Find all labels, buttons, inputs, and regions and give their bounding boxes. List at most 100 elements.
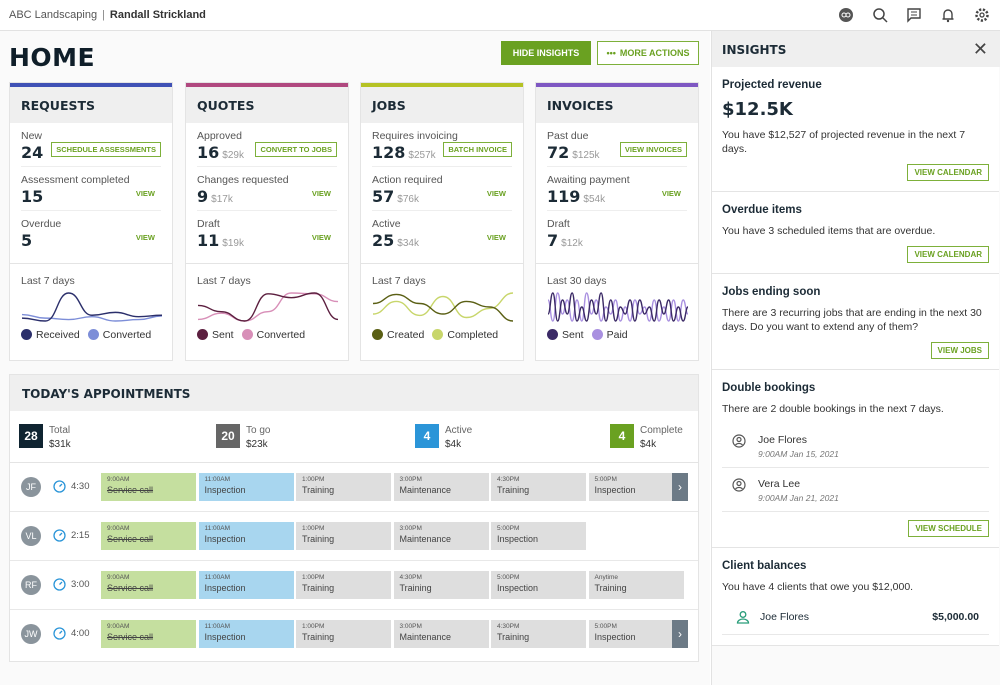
visit-block[interactable]: 3:00PM Maintenance <box>393 620 489 648</box>
stat-action-button[interactable]: VIEW <box>135 189 155 198</box>
sparkline-sent <box>547 292 689 322</box>
summary-amount: $4k <box>445 439 462 450</box>
legend-dot <box>87 329 99 340</box>
stat-action-button[interactable]: BATCH INVOICE <box>443 142 512 157</box>
visit-block[interactable]: 1:00PM Training <box>296 522 391 550</box>
card-color-bar <box>10 83 172 87</box>
view-calendar-button[interactable]: VIEW CALENDAR <box>907 246 989 263</box>
visit-block[interactable]: 11:00AM Inspection <box>198 473 294 501</box>
user-icon <box>736 611 750 624</box>
visit-block[interactable]: 4:30PM Training <box>491 473 586 501</box>
appointment-summary-active[interactable]: 4 Active $4k <box>415 424 472 452</box>
legend-dot <box>432 329 444 340</box>
legend-label: Completed <box>447 329 499 341</box>
stat-action-button[interactable]: SCHEDULE ASSESSMENTS <box>51 142 161 157</box>
summary-count: 20 <box>216 424 240 448</box>
visit-block[interactable]: 11:00AM Inspection <box>198 620 294 648</box>
person-name: Vera Lee <box>758 478 801 490</box>
visit-block[interactable]: 4:30PM Training <box>393 571 489 599</box>
summary-count: 4 <box>610 424 634 448</box>
stat-action-button[interactable]: VIEW <box>135 233 155 242</box>
view-calendar-button[interactable]: VIEW CALENDAR <box>907 164 989 181</box>
appointment-summary-total[interactable]: 28 Total $31k <box>19 424 71 452</box>
company-name[interactable]: ABC Landscaping <box>9 9 98 21</box>
visit-block[interactable]: 1:00PM Training <box>296 473 391 501</box>
stat-action-button[interactable]: VIEW <box>486 189 506 198</box>
visit-block[interactable]: 3:00PM Maintenance <box>393 522 489 550</box>
visit-block[interactable]: 5:00PM Inspection <box>588 473 684 501</box>
sparkline-completed <box>372 292 514 319</box>
legend-label: Sent <box>212 329 234 341</box>
more-actions-button[interactable]: ••• MORE ACTIONS <box>597 41 699 65</box>
visit-block[interactable]: 9:00AM Service call <box>101 620 196 648</box>
stat-action-button[interactable]: CONVERT TO JOBS <box>255 142 337 157</box>
client-balance-item[interactable]: Joe Flores $5,000.00 <box>722 600 989 635</box>
duration: 2:15 <box>71 530 90 541</box>
visit-time: 1:00PM <box>302 574 325 581</box>
summary-count: 4 <box>415 424 439 448</box>
visit-time: 1:00PM <box>302 525 325 532</box>
booking-date: 9:00AM Jan 15, 2021 <box>758 449 839 459</box>
visit-block[interactable]: 3:00PM Maintenance <box>393 473 489 501</box>
insight-text: You have $12,527 of projected revenue in… <box>722 129 966 155</box>
stat-value: 7 <box>547 231 559 250</box>
gear-icon[interactable] <box>972 5 992 25</box>
next-arrow-icon[interactable]: › <box>672 473 688 501</box>
stat-action-button[interactable]: VIEW INVOICES <box>619 142 687 157</box>
visit-block[interactable]: Anytime Training <box>588 571 684 599</box>
visit-block[interactable]: 9:00AM Service call <box>101 473 196 501</box>
stat-label: Past due <box>547 130 589 142</box>
visit-name: Training <box>302 534 335 544</box>
stat-value: 72 <box>547 143 570 162</box>
legend-label: Converted <box>256 329 306 341</box>
stat-label: Active <box>372 218 401 230</box>
visit-name: Training <box>399 583 432 593</box>
stat-action-button[interactable]: VIEW <box>661 189 681 198</box>
view-jobs-button[interactable]: VIEW JOBS <box>930 342 989 359</box>
visit-block[interactable]: 5:00PM Inspection <box>588 620 684 648</box>
visit-block[interactable]: 5:00PM Inspection <box>491 522 586 550</box>
visit-block[interactable]: 5:00PM Inspection <box>491 571 586 599</box>
stat-action-button[interactable]: VIEW <box>486 233 506 242</box>
user-name[interactable]: Randall Strickland <box>109 9 206 21</box>
card-title: JOBS <box>361 87 523 123</box>
messages-icon[interactable] <box>904 5 924 25</box>
close-icon[interactable]: ✕ <box>972 39 988 60</box>
visit-block[interactable]: 1:00PM Training <box>296 620 391 648</box>
bell-icon[interactable] <box>938 5 958 25</box>
visit-block[interactable]: 11:00AM Inspection <box>198 522 294 550</box>
appointment-row: VL 2:15 9:00AM Service call 11:00AM Inspect… <box>10 512 698 561</box>
visit-block[interactable]: 9:00AM Service call <box>101 571 196 599</box>
sparkline-converted <box>21 313 163 322</box>
double-booking-item[interactable]: Joe Flores 9:00AM Jan 15, 2021 <box>722 424 989 468</box>
avatar[interactable]: JW <box>21 624 41 644</box>
visit-block[interactable]: 9:00AM Service call <box>101 522 196 550</box>
marketplace-icon[interactable] <box>836 5 856 25</box>
next-arrow-icon[interactable]: › <box>672 620 688 648</box>
hide-insights-button[interactable]: HIDE INSIGHTS <box>501 41 591 65</box>
view-schedule-button[interactable]: VIEW SCHEDULE <box>908 520 989 537</box>
appointment-summary-to-go[interactable]: 20 To go $23k <box>216 424 270 452</box>
visit-time: 5:00PM <box>497 525 520 532</box>
visit-time: 5:00PM <box>497 574 520 581</box>
insights-title: INSIGHTS <box>722 43 787 57</box>
appointment-summary-complete[interactable]: 4 Complete $4k <box>610 424 683 452</box>
visit-block[interactable]: 4:30PM Training <box>491 620 586 648</box>
double-booking-item[interactable]: Vera Lee 9:00AM Jan 21, 2021 <box>722 468 989 512</box>
avatar[interactable]: JF <box>21 477 41 497</box>
sparkline-chart <box>372 292 514 322</box>
appointment-row: JW 4:00 9:00AM Service call 11:00AM Inspect… <box>10 610 698 659</box>
avatar[interactable]: VL <box>21 526 41 546</box>
insight-overdue-items: Overdue items You have 3 scheduled items… <box>712 192 999 274</box>
visit-block[interactable]: 1:00PM Training <box>296 571 391 599</box>
stat-action-button[interactable]: VIEW <box>311 233 331 242</box>
visit-block[interactable]: 11:00AM Inspection <box>198 571 294 599</box>
visit-name: Training <box>302 583 335 593</box>
stat-item: Approved 16 $29k CONVERT TO JOBS <box>197 123 337 167</box>
legend-item: Paid <box>591 329 628 341</box>
stat-item: Active 25 $34k VIEW <box>372 211 512 255</box>
stat-action-button[interactable]: VIEW <box>311 189 331 198</box>
avatar[interactable]: RF <box>21 575 41 595</box>
legend-dot <box>241 329 253 340</box>
search-icon[interactable] <box>870 5 890 25</box>
